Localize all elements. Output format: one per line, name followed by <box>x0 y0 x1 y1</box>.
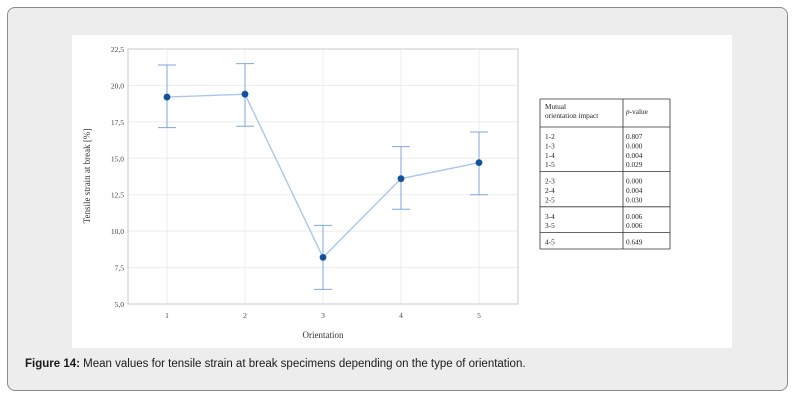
table-header-col2: p-value <box>625 107 648 116</box>
y-tick-label: 10,0 <box>111 227 124 236</box>
table-cell-pair: 3-4 <box>545 212 555 221</box>
data-point <box>397 175 405 183</box>
y-axis-label: Tensile strain at break [%] <box>82 129 92 224</box>
table-header-col1-line1: Mutual <box>545 102 566 111</box>
y-tick-label: 22,5 <box>111 45 124 54</box>
figure-caption: Figure 14: Mean values for tensile strai… <box>25 358 765 370</box>
table-cell-pvalue: 0.004 <box>626 186 643 195</box>
table-cell-pair: 1-4 <box>545 151 555 160</box>
x-tick-label: 5 <box>477 311 481 320</box>
data-point <box>241 90 249 98</box>
figure-panel: 5,0 7,5 10,0 12,5 15,0 17,5 20,0 22,5 1 2 3 4 5 Ten… <box>72 35 732 348</box>
y-tick-label: 7,5 <box>115 264 125 273</box>
x-tick-label: 3 <box>321 311 325 320</box>
caption-text: Mean values for tensile strain at break … <box>79 358 526 370</box>
table-cell-pvalue: 0.000 <box>626 141 643 150</box>
table-header-col1: Mutual orientation impact <box>545 102 598 120</box>
table-cell-pair: 1-3 <box>545 141 555 150</box>
x-tick-label: 4 <box>399 311 403 320</box>
table-cell-pvalue: 0.006 <box>626 212 643 221</box>
table-cell-pair: 1-2 <box>545 132 555 141</box>
p-value-table: Mutual orientation impact p-value 1-2 0.807 1… <box>539 98 671 250</box>
table-cell-pair: 3-5 <box>545 221 555 230</box>
x-tick-label: 2 <box>243 311 247 320</box>
data-point <box>163 93 171 101</box>
table-cell-pvalue: 0.807 <box>626 132 643 141</box>
table-cell-pvalue: 0.006 <box>626 221 643 230</box>
x-tick-label: 1 <box>165 311 169 320</box>
table-cell-pvalue: 0.030 <box>626 195 643 204</box>
table-cell-pair: 1-5 <box>545 160 555 169</box>
y-tick-label: 5,0 <box>115 300 125 309</box>
table-header-col2-rest: -value <box>630 107 648 116</box>
caption-label: Figure 14: <box>25 358 80 370</box>
figure-card: 5,0 7,5 10,0 12,5 15,0 17,5 20,0 22,5 1 2 3 4 5 Ten… <box>7 7 788 391</box>
table-cell-pvalue: 0.000 <box>626 177 643 186</box>
y-tick-labels: 5,0 7,5 10,0 12,5 15,0 17,5 20,0 22,5 <box>111 45 124 309</box>
table-cell-pair: 2-3 <box>545 177 555 186</box>
plot-frame <box>127 48 519 305</box>
line-chart: 5,0 7,5 10,0 12,5 15,0 17,5 20,0 22,5 1 2 3 4 5 Ten… <box>82 45 671 340</box>
table-cell-pvalue: 0.029 <box>626 160 643 169</box>
x-axis-label: Orientation <box>303 330 344 340</box>
table-cell-pvalue: 0.649 <box>626 238 643 247</box>
table-cell-pair: 2-5 <box>545 195 555 204</box>
y-tick-label: 17,5 <box>111 118 124 127</box>
table-cell-pvalue: 0.004 <box>626 151 643 160</box>
data-point <box>319 253 327 261</box>
table-cell-pair: 2-4 <box>545 186 555 195</box>
table-header-col2-italic: p <box>625 107 630 116</box>
data-point <box>475 159 483 167</box>
table-cell-pair: 4-5 <box>545 238 555 247</box>
x-tick-labels: 1 2 3 4 5 <box>165 311 481 320</box>
y-tick-label: 15,0 <box>111 154 124 163</box>
table-header-col1-line2: orientation impact <box>545 111 598 120</box>
y-tick-label: 20,0 <box>111 81 124 90</box>
series-1 <box>158 63 488 290</box>
y-tick-label: 12,5 <box>111 191 124 200</box>
